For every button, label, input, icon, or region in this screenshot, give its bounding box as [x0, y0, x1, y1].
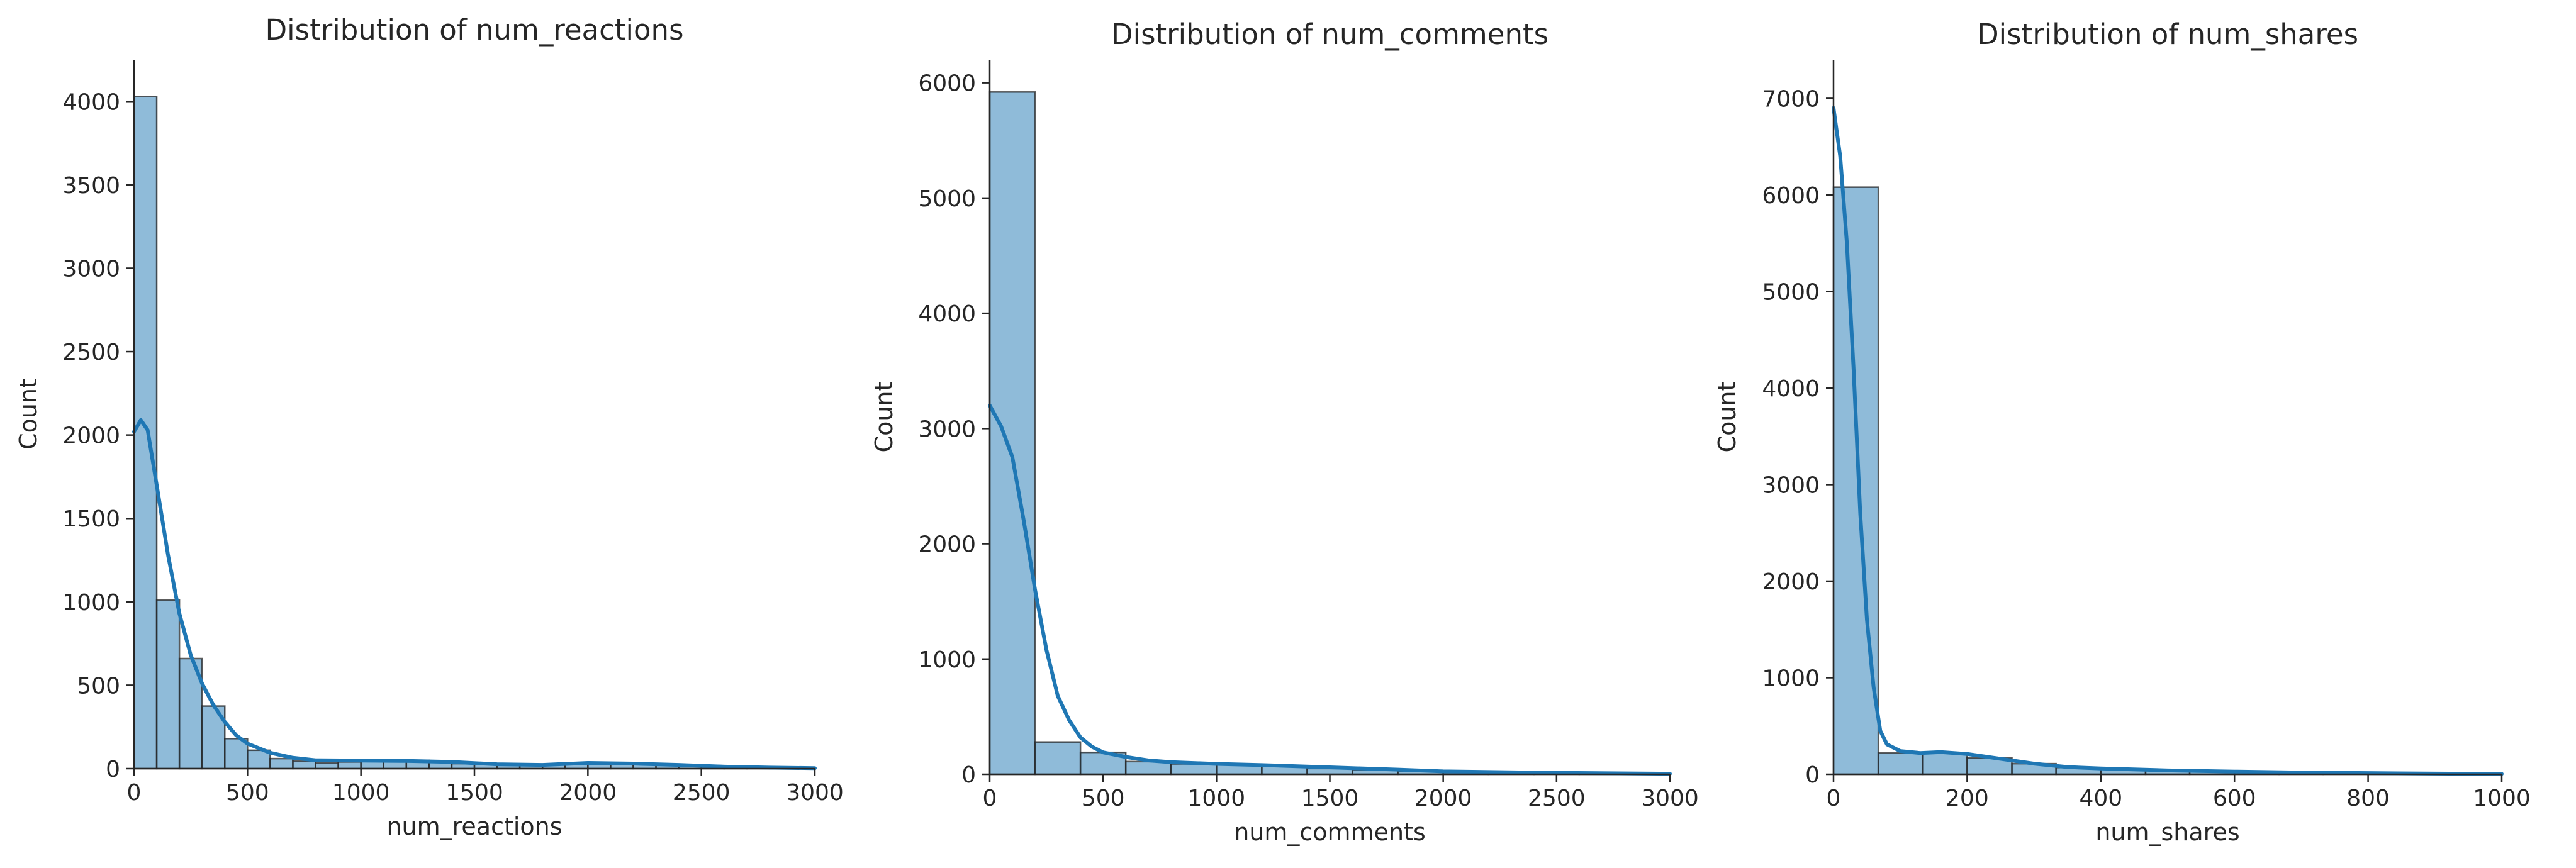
x-axis-label: num_shares — [2095, 818, 2239, 846]
x-tick-label: 1500 — [445, 780, 503, 806]
y-tick-label: 0 — [961, 762, 976, 788]
histogram-bar-8 — [292, 760, 316, 770]
y-tick-label: 0 — [106, 757, 120, 782]
histogram-bars — [133, 96, 816, 770]
y-tick-label: 3000 — [918, 416, 976, 442]
x-tick-label: 1500 — [1301, 786, 1359, 811]
histogram-bar-1 — [988, 91, 1036, 776]
chart-title: Distribution of num_comments — [1111, 18, 1548, 51]
y-axis-label: Count — [870, 382, 898, 453]
y-tick-label: 2000 — [62, 423, 120, 449]
y-tick-label: 1000 — [62, 590, 120, 616]
y-tick-label: 0 — [1805, 762, 1820, 788]
x-tick-label: 0 — [1827, 786, 1841, 811]
histogram-bar-1 — [1832, 186, 1879, 776]
y-tick-label: 1500 — [62, 506, 120, 532]
histogram-bar-7 — [269, 757, 294, 770]
y-tick-label: 3000 — [62, 256, 120, 282]
histogram-bar-2 — [1877, 752, 1924, 776]
histogram-bars — [1832, 186, 2503, 776]
y-tick-label: 4000 — [62, 89, 120, 115]
kde-line — [1832, 106, 2504, 776]
x-axis-label: num_reactions — [386, 813, 562, 840]
x-tick-label: 1000 — [2473, 786, 2531, 811]
histogram-bar-9 — [315, 762, 339, 770]
y-tick-label: 1000 — [1762, 665, 1820, 691]
chart-title: Distribution of num_reactions — [265, 13, 683, 47]
x-tick-label: 1000 — [1188, 786, 1246, 811]
chart-title: Distribution of num_shares — [1977, 18, 2358, 51]
y-tick-label: 5000 — [918, 186, 976, 212]
x-tick-label: 1000 — [332, 780, 390, 806]
x-tick-label: 3000 — [786, 780, 844, 806]
y-tick-label: 2000 — [918, 532, 976, 558]
x-tick-label: 0 — [127, 780, 142, 806]
y-tick-label: 2000 — [1762, 569, 1820, 595]
x-tick-label: 200 — [1946, 786, 1989, 811]
y-tick-label: 1000 — [918, 647, 976, 673]
x-tick-label: 2500 — [1528, 786, 1586, 811]
y-tick-label: 4000 — [918, 301, 976, 327]
y-tick-label: 6000 — [1762, 183, 1820, 209]
y-tick-label: 5000 — [1762, 279, 1820, 305]
kde-line — [132, 418, 817, 771]
y-axis-label: Count — [14, 379, 42, 450]
x-axis-label: num_comments — [1234, 818, 1426, 846]
x-tick-label: 400 — [2079, 786, 2122, 811]
x-tick-label: 2500 — [673, 780, 731, 806]
y-tick-label: 6000 — [918, 71, 976, 97]
histogram-bar-2 — [1034, 741, 1082, 776]
histogram-bar-1 — [133, 96, 158, 770]
x-tick-label: 500 — [1082, 786, 1125, 811]
histogram-bar-3 — [1921, 752, 1968, 776]
kde-line — [988, 403, 1672, 776]
histogram-bar-10 — [337, 761, 362, 770]
chart-panel-2: 0 500 1000 1500 2000 2500 3000 0 1000 2000 3000 400… — [870, 18, 1699, 846]
x-tick-label: 600 — [2213, 786, 2256, 811]
chart-panel-3: 0 200 400 600 800 1000 0 1000 2000 3000 4000 5000 60… — [1713, 18, 2531, 846]
y-tick-label: 7000 — [1762, 86, 1820, 112]
x-tick-label: 3000 — [1641, 786, 1699, 811]
chart-panel-1: 0 500 1000 1500 2000 2500 3000 0 500 1000 1500 2000… — [14, 13, 844, 840]
histogram-bar-2 — [155, 599, 181, 770]
x-tick-label: 500 — [226, 780, 269, 806]
y-tick-label: 4000 — [1762, 376, 1820, 402]
y-axis-label: Count — [1713, 382, 1741, 453]
x-tick-label: 2000 — [559, 780, 617, 806]
x-tick-label: 0 — [983, 786, 997, 811]
y-tick-label: 2500 — [62, 340, 120, 365]
histogram-bars — [988, 91, 1671, 776]
x-tick-label: 2000 — [1414, 786, 1472, 811]
x-tick-label: 800 — [2346, 786, 2390, 811]
y-tick-label: 3000 — [1762, 472, 1820, 498]
y-tick-label: 3500 — [62, 173, 120, 199]
y-tick-label: 500 — [77, 673, 120, 699]
